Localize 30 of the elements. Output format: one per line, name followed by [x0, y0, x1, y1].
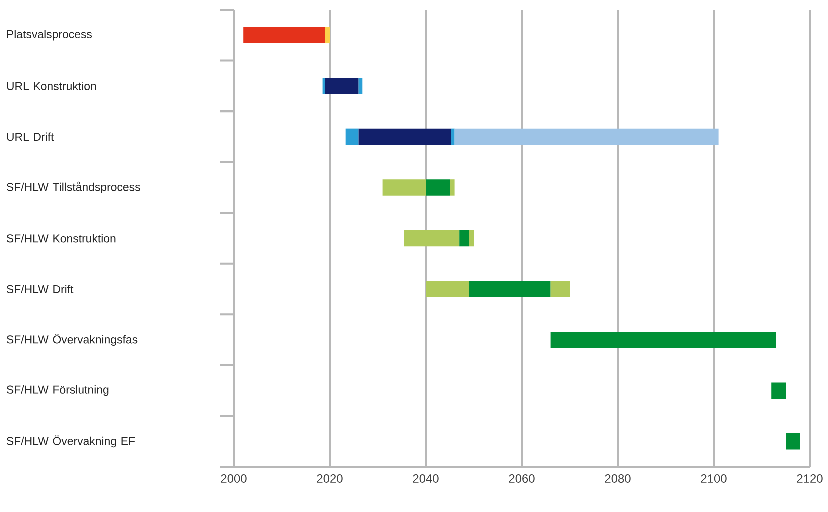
- y-tick-label: SF/HLW Drift: [6, 285, 74, 294]
- y-tick-label: URL Konstruktion: [7, 82, 96, 90]
- bar: [244, 27, 326, 44]
- bar: [346, 128, 359, 146]
- y-tick-label: Platsvalsprocess: [7, 30, 92, 41]
- x-tick-label: 2040: [413, 474, 439, 483]
- bar: [469, 281, 551, 298]
- y-tick-label: SF/HLW Förslutning: [6, 386, 109, 396]
- x-tick-label: 2100: [701, 474, 727, 483]
- bar: [426, 180, 450, 196]
- bar: [325, 78, 359, 94]
- bar: [454, 128, 719, 146]
- x-tick-label: 2060: [509, 474, 535, 483]
- y-tick-label: SF/HLW Övervakningsfas: [6, 334, 138, 346]
- x-tick-label: 2120: [797, 474, 823, 483]
- bar: [358, 128, 452, 146]
- x-tick-label: 2020: [317, 474, 343, 483]
- y-tick-label: SF/HLW Tillståndsprocess: [6, 182, 140, 194]
- x-tick-label: 2080: [605, 474, 631, 483]
- bar: [550, 281, 570, 298]
- bar: [450, 180, 455, 196]
- bar: [460, 230, 470, 247]
- y-tick-label: SF/HLW Övervakning EF: [6, 436, 136, 448]
- y-tick-label: URL Drift: [7, 132, 54, 142]
- y-tick-label: SF/HLW Konstruktion: [6, 234, 116, 243]
- bar: [358, 78, 363, 94]
- bar: [451, 128, 455, 146]
- bar: [469, 230, 474, 247]
- bar: [325, 27, 330, 44]
- x-tick-label: 2000: [221, 474, 247, 483]
